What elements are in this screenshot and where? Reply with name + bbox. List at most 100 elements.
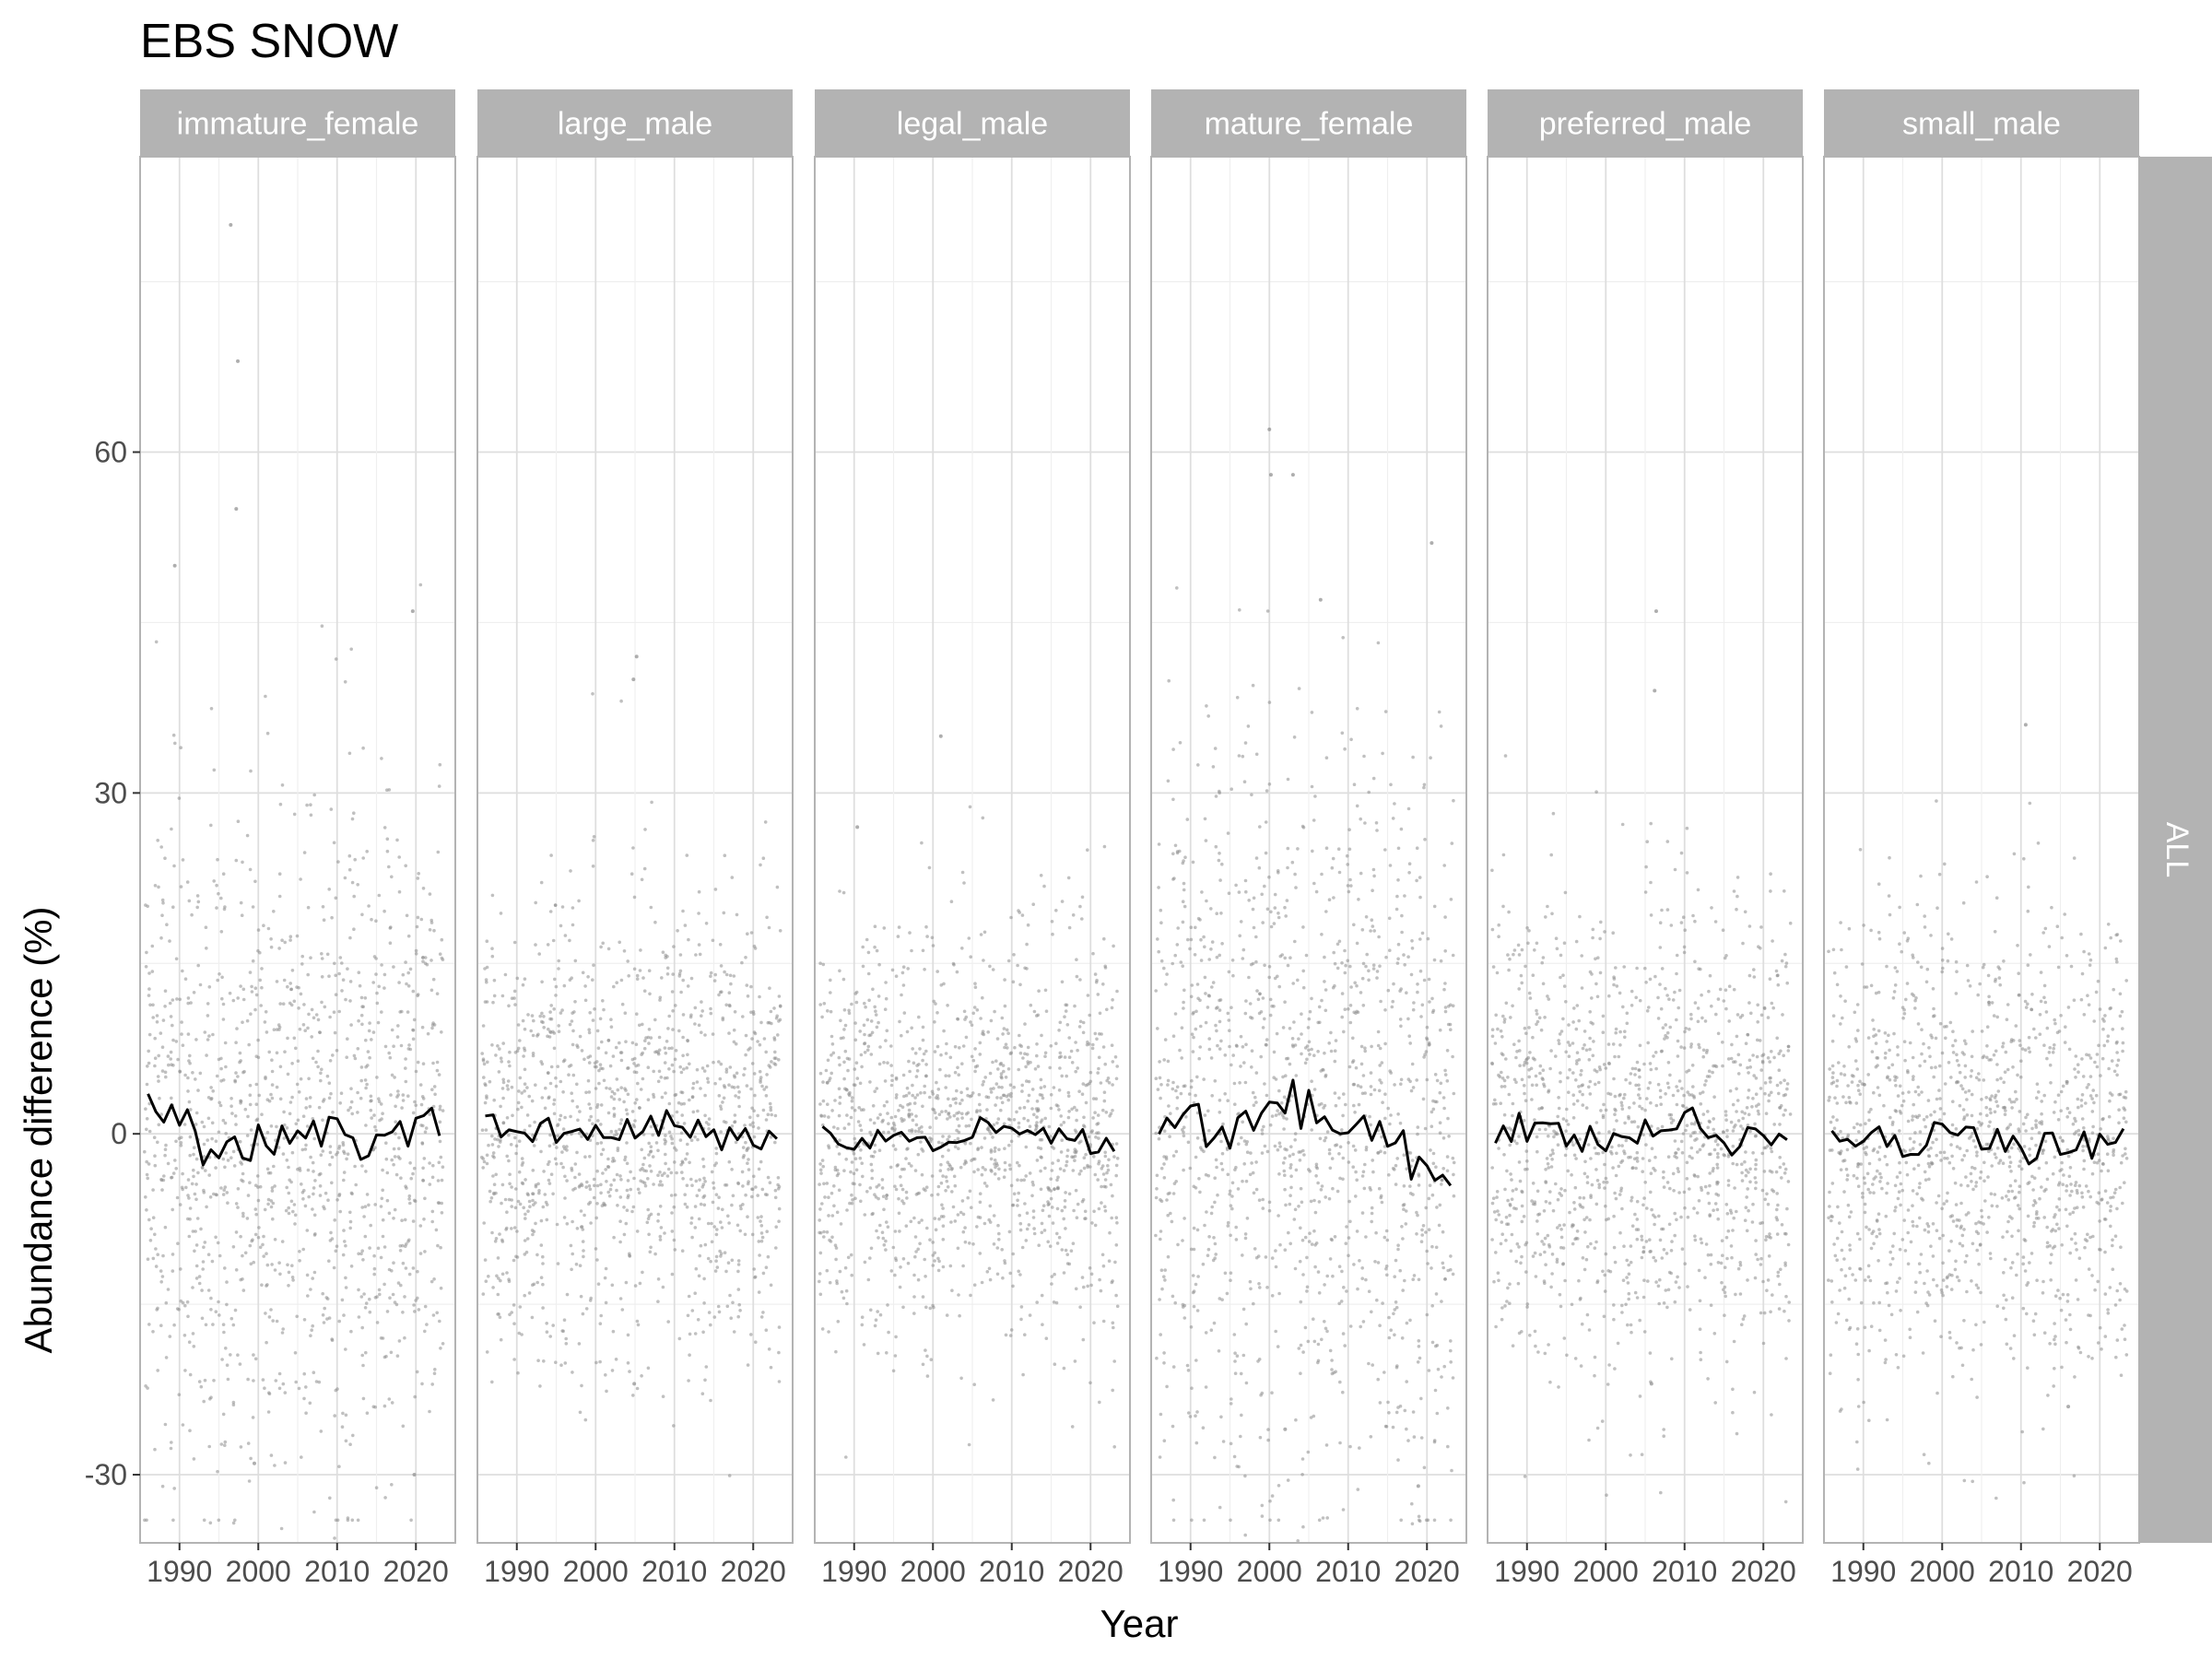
scatter-point <box>168 1335 172 1338</box>
scatter-point <box>1347 1236 1351 1240</box>
scatter-point <box>1360 1266 1364 1270</box>
scatter-point <box>941 1265 946 1269</box>
scatter-point <box>1092 1209 1096 1214</box>
scatter-point <box>583 1155 587 1159</box>
scatter-point <box>178 1203 182 1206</box>
scatter-point <box>767 925 771 930</box>
scatter-point <box>981 1031 984 1036</box>
scatter-point <box>191 1332 195 1335</box>
scatter-point <box>1017 1191 1020 1195</box>
scatter-point <box>935 1193 940 1196</box>
scatter-point <box>1268 1013 1273 1018</box>
scatter-point <box>438 762 442 767</box>
scatter-point <box>153 1056 158 1060</box>
scatter-point <box>195 1217 200 1220</box>
scatter-point <box>1277 1172 1281 1176</box>
scatter-point <box>1338 1176 1342 1181</box>
scatter-point <box>1181 920 1185 924</box>
chart-title: EBS SNOW <box>140 15 398 68</box>
scatter-point <box>1245 1150 1250 1154</box>
scatter-point <box>1162 1176 1167 1180</box>
scatter-point <box>274 1379 278 1382</box>
scatter-point <box>844 1455 848 1459</box>
scatter-point <box>829 1009 833 1014</box>
scatter-point <box>531 1283 535 1287</box>
scatter-point <box>1221 1122 1225 1126</box>
scatter-point <box>596 1119 600 1123</box>
scatter-point <box>190 912 194 917</box>
scatter-point <box>924 1049 928 1053</box>
scatter-point <box>333 961 336 966</box>
scatter-point <box>1006 1117 1011 1121</box>
scatter-point <box>397 889 402 894</box>
scatter-point <box>252 1353 255 1357</box>
scatter-point <box>880 1186 885 1190</box>
scatter-point <box>739 1206 743 1211</box>
scatter-point <box>1241 1307 1246 1312</box>
scatter-point <box>1040 1293 1044 1298</box>
scatter-point <box>825 1230 830 1234</box>
scatter-point <box>622 1100 626 1104</box>
scatter-point <box>1348 1004 1353 1007</box>
scatter-point <box>727 1003 732 1007</box>
scatter-point <box>1171 1034 1176 1038</box>
scatter-point <box>192 1457 196 1461</box>
scatter-point <box>838 969 841 973</box>
scatter-point <box>635 977 640 981</box>
scatter-point <box>1071 913 1076 917</box>
scatter-point <box>961 1230 966 1234</box>
scatter-point <box>1300 1473 1304 1477</box>
scatter-point <box>387 788 392 792</box>
scatter-point <box>179 1144 183 1147</box>
scatter-point <box>765 1230 769 1233</box>
scatter-point <box>1270 1294 1275 1298</box>
scatter-point <box>1225 1147 1230 1151</box>
scatter-point <box>571 1042 575 1047</box>
scatter-point <box>202 1245 206 1249</box>
scatter-point <box>928 1306 933 1311</box>
scatter-point <box>1361 961 1366 966</box>
scatter-point <box>530 1014 535 1018</box>
scatter-point <box>698 1253 701 1258</box>
scatter-point <box>825 1182 830 1185</box>
scatter-point <box>304 1385 308 1389</box>
scatter-point <box>1027 1223 1031 1227</box>
scatter-point <box>932 999 935 1004</box>
scatter-point <box>322 918 326 922</box>
scatter-point <box>180 1020 183 1024</box>
scatter-point <box>612 1114 617 1118</box>
scatter-point <box>388 1296 392 1300</box>
scatter-point <box>975 1109 979 1112</box>
scatter-point <box>633 1119 637 1123</box>
scatter-point <box>571 1099 574 1103</box>
scatter-point <box>153 1154 157 1158</box>
scatter-point <box>1022 1105 1027 1110</box>
strip-label: immature_female <box>177 107 419 142</box>
scatter-point <box>580 1135 583 1138</box>
scatter-point <box>1181 861 1185 865</box>
scatter-point <box>209 1308 213 1312</box>
scatter-point <box>330 1237 335 1241</box>
scatter-point <box>1180 1026 1184 1030</box>
scatter-point <box>1250 1161 1253 1165</box>
scatter-point <box>168 1001 172 1006</box>
scatter-point <box>584 1090 588 1095</box>
scatter-point <box>831 1051 836 1055</box>
scatter-point <box>1167 678 1171 683</box>
scatter-point <box>174 1167 178 1171</box>
scatter-point <box>901 1201 906 1206</box>
scatter-point <box>681 1053 685 1058</box>
scatter-point <box>1244 889 1248 894</box>
scatter-point <box>508 1182 512 1186</box>
scatter-point <box>587 1102 591 1106</box>
scatter-point <box>1373 1260 1377 1264</box>
scatter-point-outlier <box>634 654 639 659</box>
gridlines <box>1150 157 1467 1543</box>
scatter-point <box>997 1238 1001 1241</box>
scatter-point <box>372 1113 376 1117</box>
scatter-point <box>1337 939 1342 944</box>
scatter-point <box>686 1039 689 1043</box>
scatter-point <box>404 1066 407 1070</box>
scatter-point <box>1063 1015 1066 1018</box>
scatter-point <box>435 992 440 995</box>
